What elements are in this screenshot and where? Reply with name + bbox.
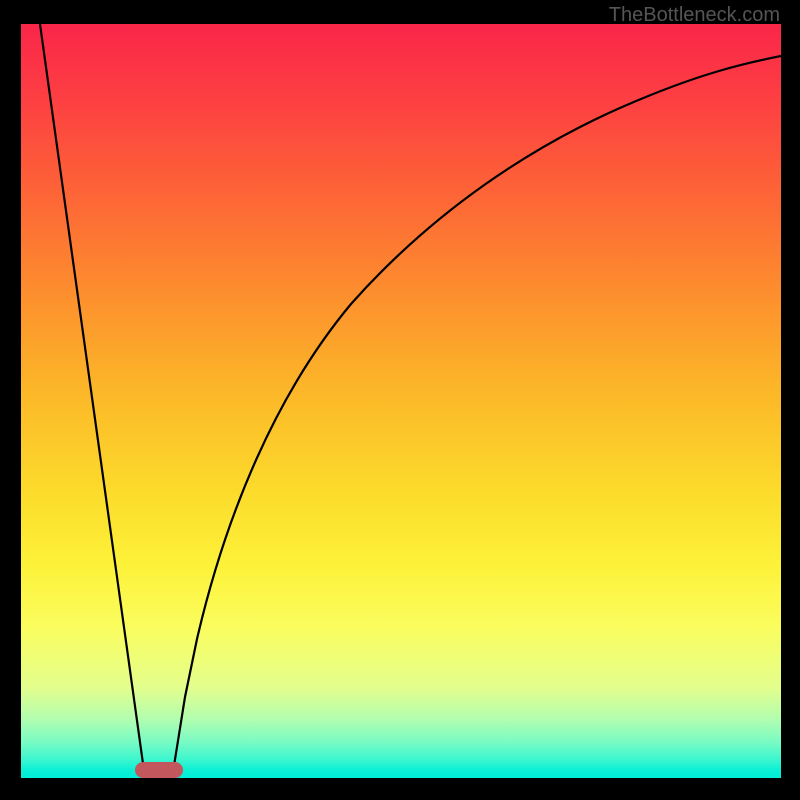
chart-plot-area: [21, 24, 781, 778]
attribution-text: TheBottleneck.com: [609, 4, 780, 27]
curve-right-segment: [172, 56, 781, 778]
curve-overlay: [21, 24, 781, 778]
curve-left-segment: [40, 24, 145, 778]
minimum-marker: [135, 762, 183, 778]
